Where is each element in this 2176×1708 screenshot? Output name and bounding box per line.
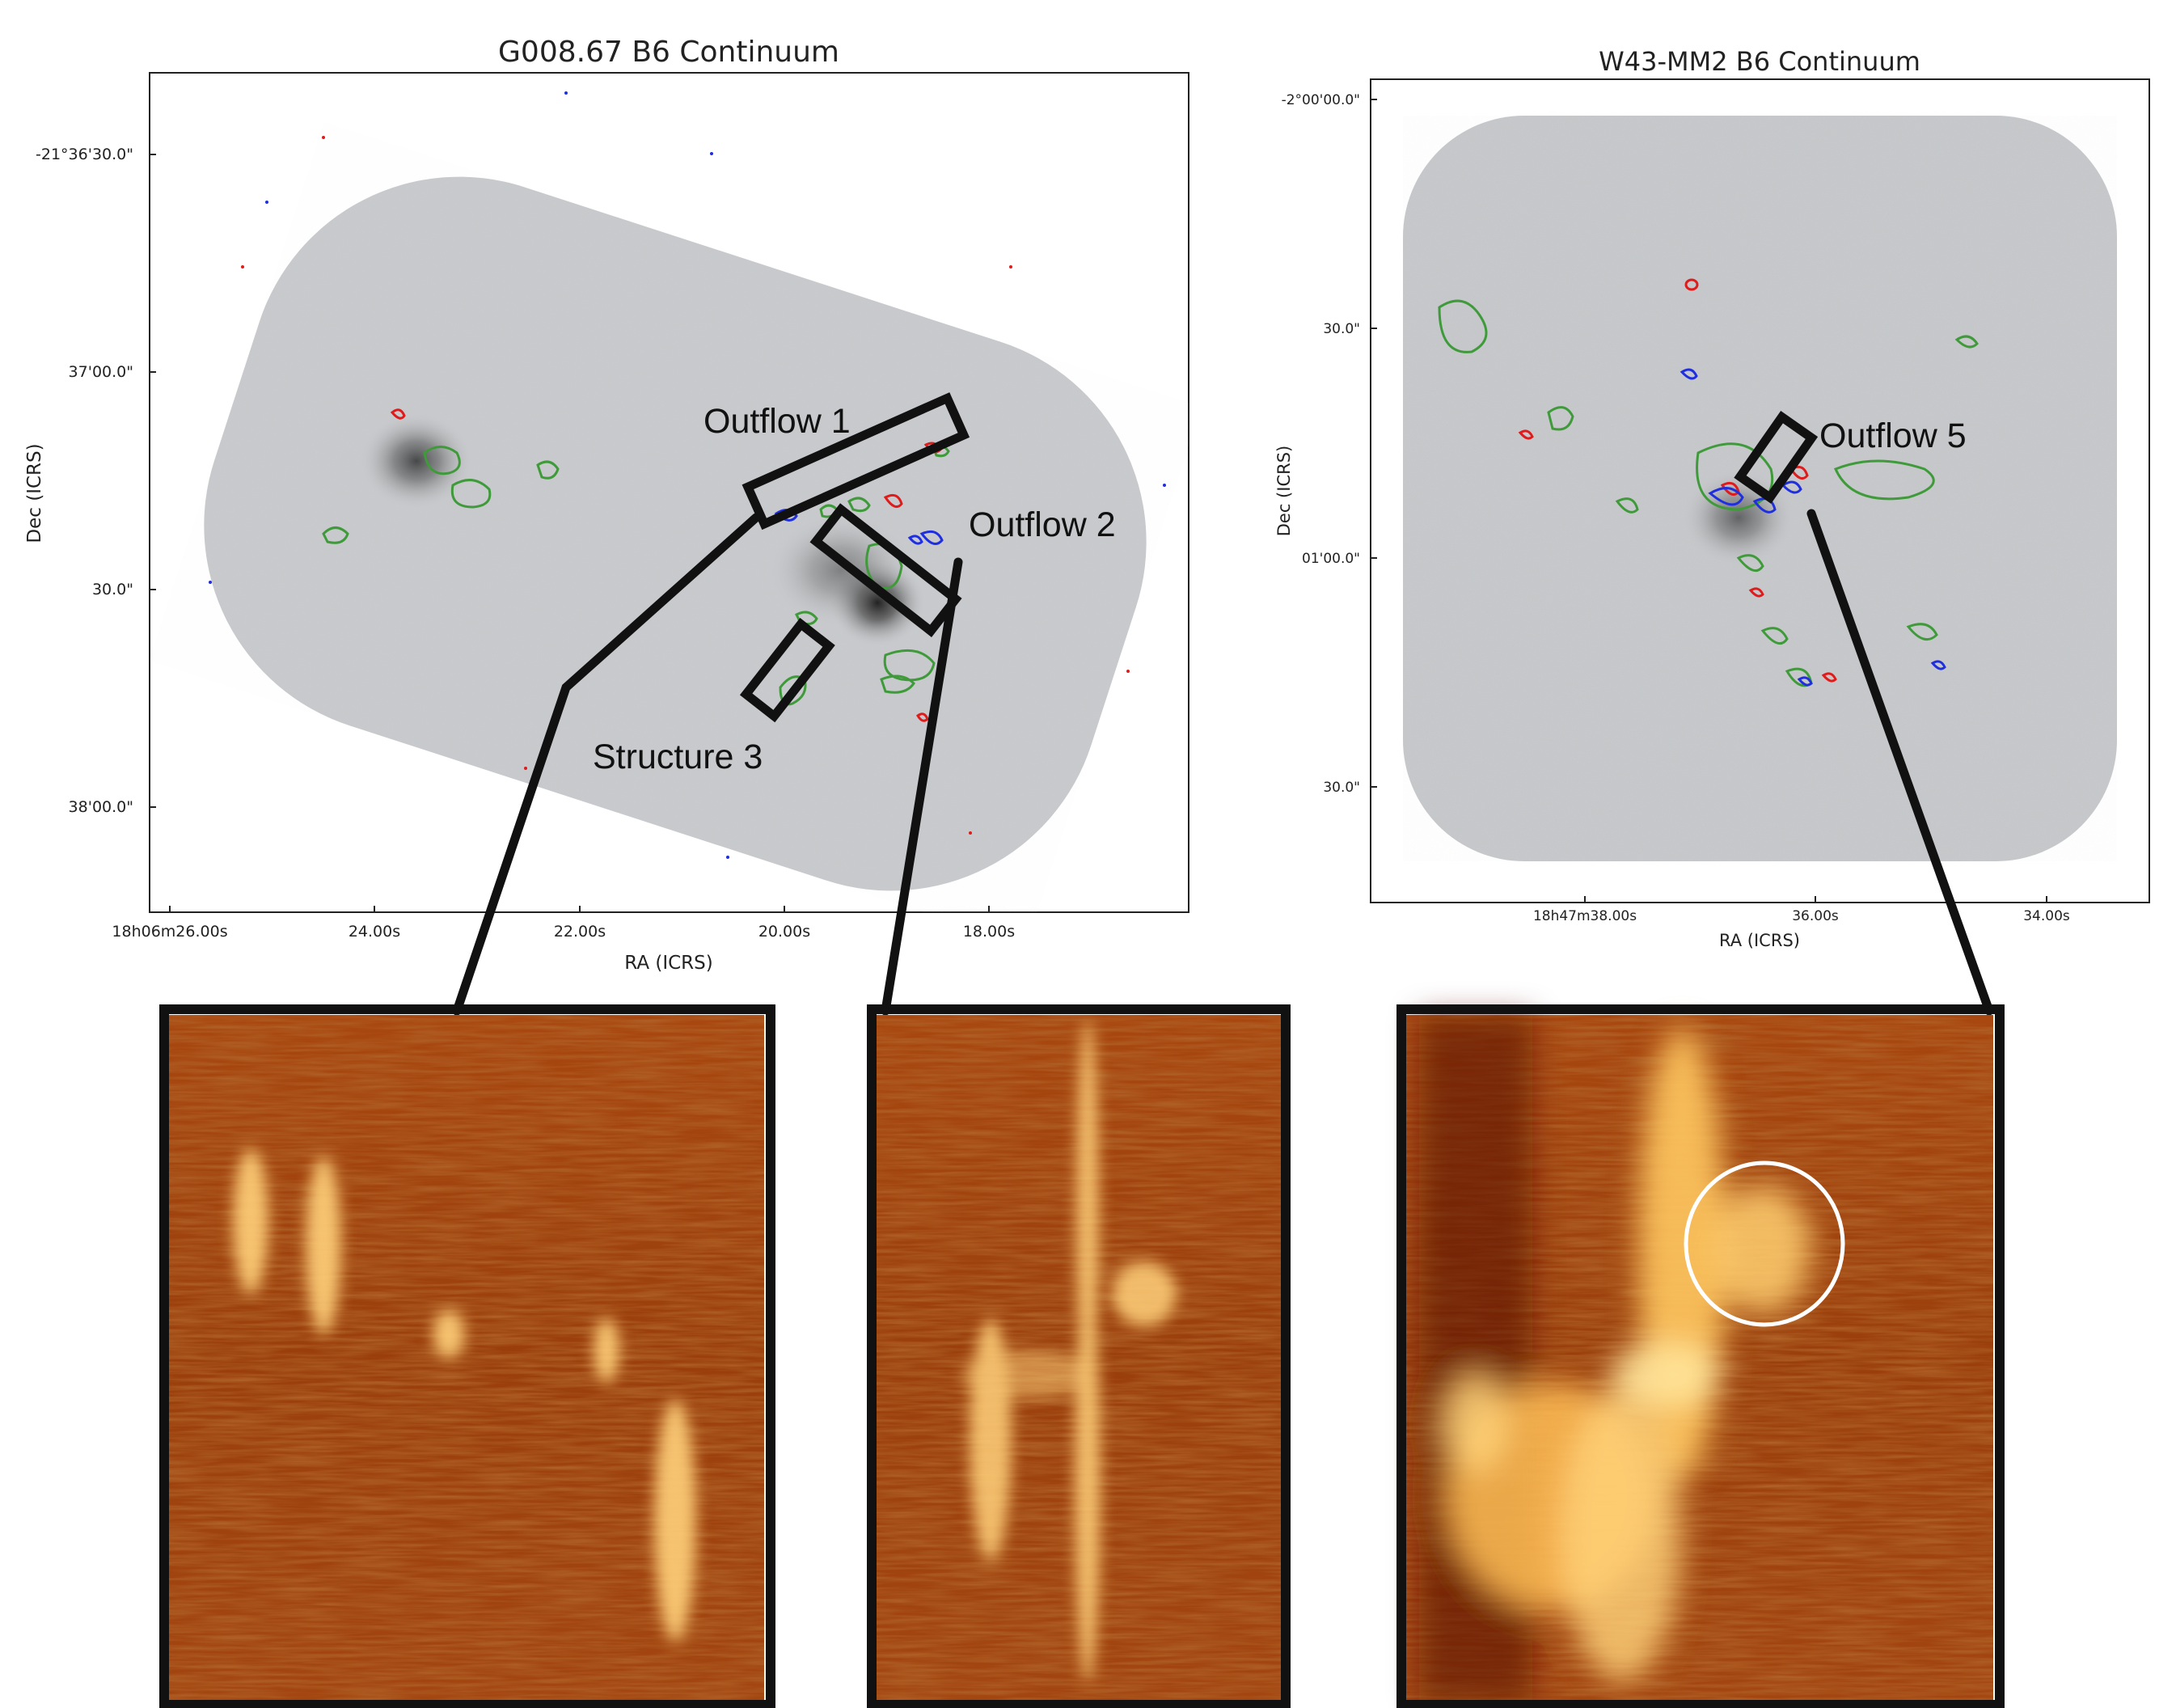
outflow-5-label: Outflow 5 <box>1819 416 1967 455</box>
left-xtick-3: 20.00s <box>758 923 810 941</box>
left-xlabel: RA (ICRS) <box>624 953 712 974</box>
right-xtick-0: 18h47m38.00s <box>1533 908 1637 924</box>
left-axes-frame <box>149 72 1189 913</box>
left-ytick-1: 37'00.0" <box>69 363 133 381</box>
pv-diagram-outflow-1 <box>159 1004 775 1708</box>
connector-lines <box>452 509 1994 1016</box>
structure-3-label: Structure 3 <box>593 738 763 776</box>
right-xlabel: RA (ICRS) <box>1719 931 1800 950</box>
left-panel-title: G008.67 B6 Continuum <box>498 36 839 69</box>
outflow-2-label: Outflow 2 <box>969 505 1116 544</box>
left-continuum-panel: G008.67 B6 Continuum <box>24 36 1189 974</box>
left-ylabel: Dec (ICRS) <box>24 443 45 543</box>
highlight-ellipse <box>1684 1161 1845 1327</box>
right-axes-frame <box>1370 78 2150 903</box>
left-xtick-4: 18.00s <box>963 923 1015 941</box>
outflow-1-label: Outflow 1 <box>704 402 851 441</box>
left-ytick-2: 30.0" <box>92 581 133 598</box>
right-ytick-3: 30.0" <box>1323 780 1360 796</box>
right-blue-contours <box>1680 368 1946 687</box>
outflow-2-box <box>809 503 962 637</box>
pv-diagram-outflow-2 <box>867 1004 1291 1708</box>
right-continuum-panel: W43-MM2 B6 Continuum <box>1274 46 2150 950</box>
zoom-frame-1 <box>159 1004 775 1708</box>
left-ytick-3: 38'00.0" <box>69 798 133 816</box>
right-ytick-1: 30.0" <box>1323 321 1360 337</box>
left-xtick-1: 24.00s <box>349 923 400 941</box>
left-xtick-0: 18h06m26.00s <box>112 923 227 941</box>
right-panel-title: W43-MM2 B6 Continuum <box>1599 46 1920 77</box>
left-ytick-0: -21°36'30.0" <box>36 146 133 163</box>
outflow-1-box <box>742 392 970 531</box>
left-xtick-2: 22.00s <box>554 923 606 941</box>
pv-diagram-outflow-5 <box>1396 1004 2005 1708</box>
right-xtick-1: 36.00s <box>1792 908 1839 924</box>
right-ytick-2: 01'00.0" <box>1302 551 1360 567</box>
outflow-5-box <box>1734 410 1819 504</box>
structure-3-box <box>739 618 835 723</box>
right-ytick-0: -2°00'00.0" <box>1282 92 1360 108</box>
right-xtick-2: 34.00s <box>2023 908 2070 924</box>
edge-noise-dots <box>209 91 1166 859</box>
right-ylabel: Dec (ICRS) <box>1274 446 1294 536</box>
zoom-frame-3 <box>1396 1004 2005 1708</box>
zoom-frame-2 <box>867 1004 1291 1708</box>
